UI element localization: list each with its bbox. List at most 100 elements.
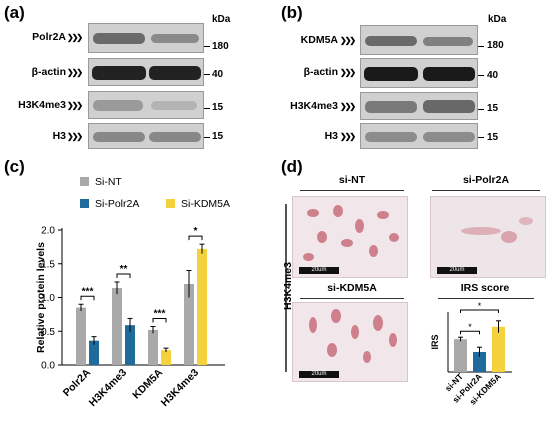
relative-protein-chart: Si-NT Si-Polr2A Si-KDM5A 0.0 0.5 1.0 1.5 2.0 Re… — [35, 176, 230, 409]
category-label: Polr2A — [61, 366, 94, 399]
panel-label-d: (d) — [281, 157, 303, 176]
significance-bracket — [116, 273, 131, 278]
arrow-icon: ❯❯❯ — [340, 132, 356, 141]
y-axis-label: Relative protein levels — [35, 242, 47, 353]
blot-band — [364, 67, 418, 81]
blot-strip — [360, 123, 478, 149]
significance-bracket — [460, 330, 480, 335]
cell-blob — [363, 351, 371, 363]
microscopy-image-si-nt: 20um — [292, 196, 408, 278]
arrow-icon: ❯❯❯ — [67, 33, 83, 42]
blot-label: Polr2A — [32, 31, 66, 43]
bar — [492, 326, 505, 372]
significance-bracket — [152, 318, 167, 323]
blot-band — [423, 132, 475, 142]
bar — [454, 339, 467, 372]
blot-band — [423, 100, 475, 113]
blot-strip — [360, 58, 478, 88]
arrow-icon: ❯❯❯ — [340, 36, 356, 45]
blot-band — [149, 132, 201, 142]
y-tick-label: 2.0 — [41, 226, 55, 237]
significance-bracket — [460, 309, 499, 313]
row-bracket — [285, 204, 287, 372]
cell-blob — [303, 253, 314, 261]
blot-label: H3K4me3 — [290, 100, 338, 112]
blot-band — [93, 33, 145, 44]
cell-blob — [519, 217, 533, 225]
blot-label: H3 — [324, 130, 338, 142]
mw-label: 15 — [487, 132, 499, 143]
bar — [125, 325, 135, 365]
blot-band — [423, 67, 475, 81]
mw-label: 15 — [212, 102, 224, 113]
mw-label: 15 — [212, 131, 224, 142]
cell-blob — [331, 309, 341, 323]
significance-mark: ** — [120, 264, 128, 275]
cell-blob — [501, 231, 517, 243]
y-tick-label: 1.0 — [41, 293, 55, 304]
scale-bar: 20um — [299, 267, 339, 274]
bar — [76, 307, 86, 365]
arrow-icon: ❯❯❯ — [340, 68, 356, 77]
cell-blob — [327, 343, 337, 357]
blot-band — [151, 34, 199, 43]
mw-tick — [204, 108, 210, 109]
mw-tick — [204, 137, 210, 138]
blot-strip — [88, 58, 204, 86]
blot-strip — [360, 92, 478, 120]
panel-label-c: (c) — [4, 157, 25, 176]
blot-band — [365, 36, 417, 46]
mw-label: 180 — [212, 41, 229, 52]
significance-mark: *** — [154, 309, 166, 320]
cell-blob — [333, 205, 343, 217]
legend-label: Si-NT — [95, 176, 122, 188]
image-title-si-nt: si-NT — [338, 174, 366, 186]
legend-label: Si-KDM5A — [181, 198, 230, 210]
cell-blob — [309, 317, 317, 333]
arrow-icon: ❯❯❯ — [340, 102, 356, 111]
cell-blob — [377, 211, 389, 219]
cell-blob — [369, 245, 378, 257]
significance-mark: * — [478, 302, 482, 311]
scale-bar: 20um — [299, 371, 339, 378]
panel-label-b: (b) — [281, 3, 303, 22]
blot-label: KDM5A — [300, 34, 338, 46]
blot-band — [92, 66, 146, 80]
blot-band — [93, 100, 143, 111]
mw-label: 40 — [212, 69, 224, 80]
blot-label: β-actin — [31, 66, 66, 78]
cell-blob — [307, 209, 319, 217]
cell-blob — [461, 227, 501, 235]
bar — [148, 329, 158, 365]
mw-label: 180 — [487, 40, 504, 51]
mw-tick — [478, 109, 484, 110]
significance-bracket — [188, 235, 203, 241]
category-label: H3K4me3 — [87, 367, 129, 409]
chart-bars: *** Polr2A ** H3K4me3 *** KDM5A * H3K4me3 — [61, 226, 207, 409]
kda-label-b: kDa — [488, 14, 507, 25]
blot-band — [151, 101, 197, 110]
legend-swatch — [166, 199, 175, 208]
cell-blob — [351, 325, 359, 339]
arrow-icon: ❯❯❯ — [67, 101, 83, 110]
cell-blob — [317, 231, 327, 243]
title-underline — [300, 298, 404, 299]
significance-mark: * — [468, 322, 472, 332]
mw-label: 40 — [487, 70, 499, 81]
blot-band — [365, 132, 417, 142]
mw-tick — [478, 137, 484, 138]
bar — [197, 248, 207, 365]
mw-tick — [478, 46, 484, 47]
microscopy-image-si-kdm5a: 20um — [292, 302, 408, 382]
blot-strip — [88, 23, 204, 53]
blot-band — [423, 37, 473, 46]
blot-label: H3K4me3 — [18, 99, 66, 111]
cell-blob — [355, 219, 364, 233]
significance-bracket — [80, 295, 95, 301]
title-underline — [300, 190, 404, 191]
mw-tick — [204, 46, 210, 47]
mw-label: 15 — [487, 103, 499, 114]
arrow-icon: ❯❯❯ — [67, 68, 83, 77]
